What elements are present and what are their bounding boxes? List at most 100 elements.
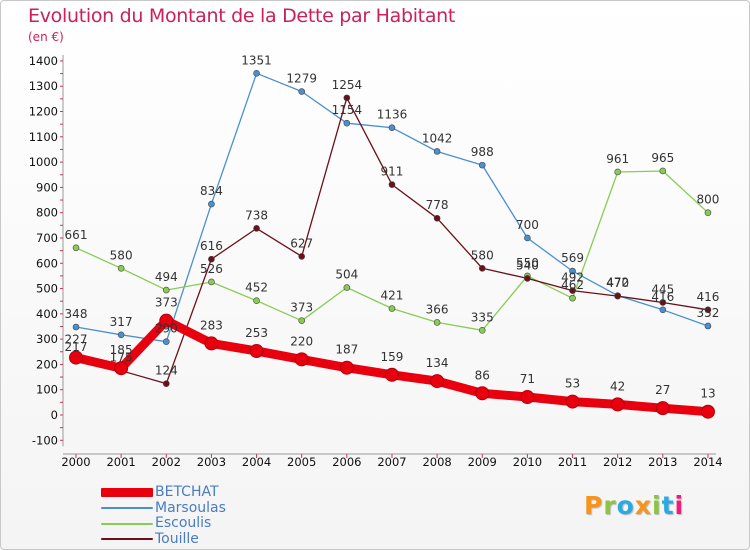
x-tick-label: 2014 <box>693 455 722 469</box>
data-point-marsoulas <box>569 267 576 275</box>
data-label-touille: 1254 <box>332 78 363 92</box>
data-label-betchat: 42 <box>610 379 625 393</box>
y-tick-label: 200 <box>36 357 58 371</box>
data-label-touille: 738 <box>245 208 268 222</box>
y-tick-label: 100 <box>36 383 58 397</box>
legend-label: Escoulis <box>155 515 212 532</box>
data-label-escoulis: 504 <box>335 268 358 282</box>
y-tick-label: 600 <box>36 256 58 270</box>
data-point-touille <box>569 287 576 294</box>
data-point-betchat <box>159 313 174 328</box>
data-label-marsoulas: 1136 <box>377 108 408 122</box>
data-point-escoulis <box>253 297 260 304</box>
series-line-touille <box>75 97 709 385</box>
y-tick-label: 1000 <box>29 155 58 169</box>
legend-item-escoulis: Escoulis <box>101 516 226 532</box>
data-label-touille: 470 <box>606 276 629 290</box>
chart-subtitle: (en €) <box>28 30 64 44</box>
data-point-betchat <box>655 401 670 416</box>
data-point-touille <box>704 306 712 314</box>
logo-letter: P <box>584 491 604 520</box>
data-point-marsoulas <box>478 161 486 169</box>
x-tick-label: 2004 <box>242 455 271 469</box>
data-label-escoulis: 462 <box>561 278 584 292</box>
data-point-marsoulas <box>524 234 531 242</box>
y-tick-label: 500 <box>36 282 58 296</box>
logo-letter: i <box>674 491 685 520</box>
series-marsoulas <box>72 70 712 345</box>
data-label-touille: 445 <box>651 282 674 296</box>
data-point-betchat <box>520 390 535 405</box>
data-point-touille <box>524 275 531 282</box>
data-label-marsoulas: 1154 <box>332 103 363 117</box>
data-label-betchat: 27 <box>655 383 670 397</box>
x-tick-label: 2007 <box>377 455 406 469</box>
legend-swatch <box>101 522 153 525</box>
legend-label: Touille <box>155 530 199 547</box>
x-tick-label: 2012 <box>603 455 632 469</box>
legend-label: Marsoulas <box>155 499 226 516</box>
data-point-touille <box>298 253 306 260</box>
data-point-escoulis <box>72 244 80 252</box>
data-label-touille: 911 <box>381 165 404 179</box>
data-label-touille: 778 <box>426 198 449 212</box>
data-point-marsoulas <box>72 323 80 331</box>
x-tick-label: 2008 <box>422 455 451 469</box>
data-point-betchat <box>69 350 83 365</box>
data-point-marsoulas <box>117 331 125 339</box>
data-label-betchat: 227 <box>65 333 88 347</box>
logo-letter: r <box>603 491 617 520</box>
x-tick-label: 2006 <box>332 455 361 469</box>
x-tick-label: 2010 <box>513 455 542 469</box>
data-point-touille <box>208 255 215 263</box>
data-point-betchat <box>384 367 399 382</box>
data-label-marsoulas: 569 <box>561 251 584 265</box>
data-point-touille <box>614 292 621 300</box>
data-point-touille <box>388 181 396 188</box>
y-tick-label: 900 <box>36 180 58 194</box>
logo-letter: o <box>616 491 635 520</box>
data-label-escoulis: 452 <box>245 281 268 295</box>
data-label-escoulis: 961 <box>606 152 629 166</box>
data-point-escoulis <box>117 265 125 272</box>
legend-item-marsoulas: Marsoulas <box>101 499 226 517</box>
data-label-escoulis: 421 <box>381 289 404 303</box>
data-label-marsoulas: 290 <box>155 322 178 336</box>
data-label-betchat: 253 <box>245 326 268 340</box>
data-label-escoulis: 526 <box>200 262 223 276</box>
data-point-escoulis <box>478 326 486 334</box>
y-tick-label: 1100 <box>29 130 58 144</box>
data-point-escoulis <box>162 286 170 294</box>
data-label-escoulis: 800 <box>697 193 720 207</box>
data-label-escoulis: 965 <box>651 151 674 165</box>
data-point-marsoulas <box>704 322 712 330</box>
legend-item-betchat: BETCHAT <box>101 485 226 501</box>
data-label-betchat: 134 <box>426 356 449 370</box>
data-label-marsoulas: 472 <box>606 276 629 290</box>
data-label-marsoulas: 834 <box>200 184 223 198</box>
logo-letter: x <box>634 491 652 520</box>
y-tick-label: 0 <box>51 408 58 422</box>
y-tick-label: 700 <box>36 231 58 245</box>
legend-swatch <box>101 507 153 510</box>
data-point-escoulis <box>208 278 215 286</box>
data-point-touille <box>343 94 351 102</box>
data-label-betchat: 13 <box>700 387 715 401</box>
y-tick-label: 1300 <box>29 79 58 93</box>
data-label-marsoulas: 348 <box>65 307 88 321</box>
chart-title: Evolution du Montant de la Dette par Hab… <box>28 5 456 27</box>
data-point-betchat <box>114 361 129 376</box>
data-label-touille: 416 <box>697 290 720 304</box>
data-label-betchat: 373 <box>155 296 178 310</box>
y-tick-label: 300 <box>36 332 58 346</box>
data-point-betchat <box>430 374 445 389</box>
data-point-marsoulas <box>208 200 215 208</box>
data-point-betchat <box>700 404 715 419</box>
data-point-betchat <box>294 352 309 367</box>
data-label-escoulis: 335 <box>471 310 494 324</box>
x-tick-label: 2011 <box>558 455 587 469</box>
logo-letter: t <box>661 491 675 520</box>
data-point-marsoulas <box>298 88 306 95</box>
